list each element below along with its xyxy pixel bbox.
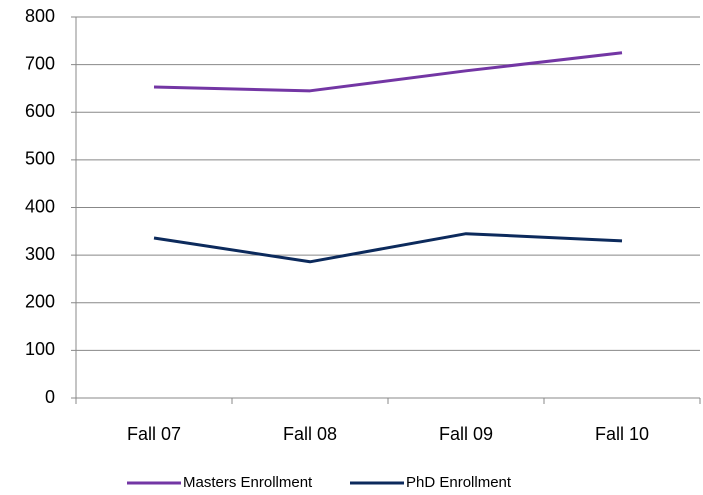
x-tick-label: Fall 09	[439, 424, 493, 444]
x-tick-label: Fall 08	[283, 424, 337, 444]
y-tick-label: 300	[25, 244, 55, 264]
y-tick-label: 800	[25, 6, 55, 26]
legend-label: Masters Enrollment	[183, 474, 313, 491]
legend-label: PhD Enrollment	[406, 474, 512, 491]
y-tick-label: 600	[25, 101, 55, 121]
line-series	[153, 51, 623, 93]
x-tick-label: Fall 10	[595, 424, 649, 444]
y-tick-label: 500	[25, 149, 55, 169]
y-tick-label: 0	[45, 387, 55, 407]
y-tick-label: 700	[25, 53, 55, 73]
y-tick-label: 200	[25, 292, 55, 312]
y-tick-label: 100	[25, 339, 55, 359]
line-series	[153, 232, 623, 264]
x-tick-label: Fall 07	[127, 424, 181, 444]
y-tick-label: 400	[25, 196, 55, 216]
